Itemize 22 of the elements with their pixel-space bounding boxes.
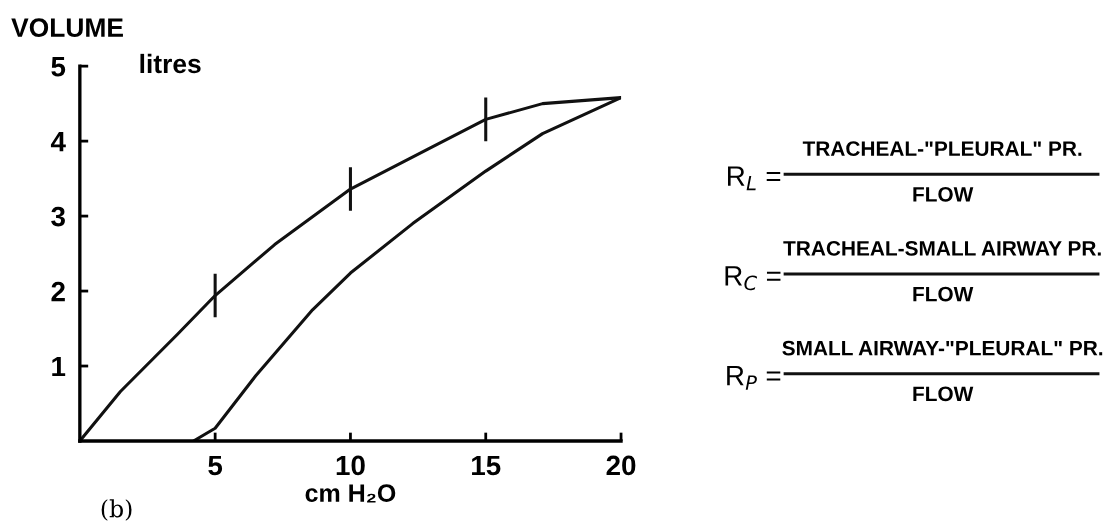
text: FLOW <box>913 286 974 302</box>
text: TRACHEAL-"PLEURAL" PR. <box>802 141 1082 157</box>
text: R$_{C}$ = <box>725 266 781 291</box>
text: FLOW <box>913 386 974 402</box>
annotation: litres <box>140 53 201 74</box>
text: R$_{L}$ = <box>728 166 781 191</box>
x-tick-label: 20 <box>606 455 636 476</box>
x-tick-label: 15 <box>472 455 501 476</box>
x-tick-label: 10 <box>336 455 365 476</box>
y-tick-label: 2 <box>51 281 65 302</box>
x-axis-title: cm H₂O <box>305 484 396 503</box>
text: SMALL AIRWAY-"PLEURAL" PR. <box>782 340 1103 356</box>
text: R$_{P}$ = <box>727 366 781 390</box>
y-tick-label: 4 <box>50 132 66 152</box>
y-tick-label: 1 <box>52 356 66 377</box>
y-tick-label: 5 <box>51 57 66 77</box>
text: (b) <box>101 499 132 521</box>
text: TRACHEAL-SMALL AIRWAY PR. <box>783 241 1101 256</box>
x-tick-label: 5 <box>208 455 223 476</box>
y-tick-label: 3 <box>51 206 65 227</box>
y-axis-title: VOLUME <box>11 18 123 38</box>
text: FLOW <box>913 186 974 202</box>
